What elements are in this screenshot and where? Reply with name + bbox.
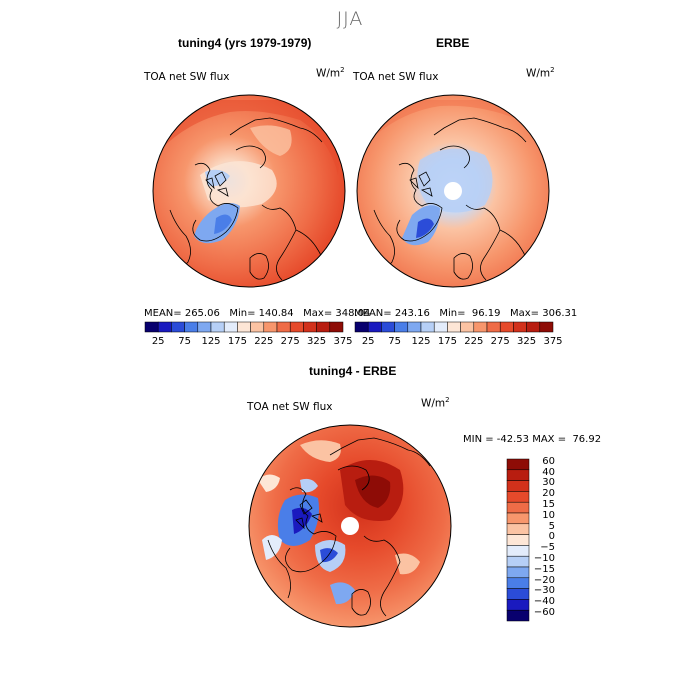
colorbar-swatch xyxy=(354,321,369,333)
panel-title-model: tuning4 (yrs 1979-1979) xyxy=(178,36,312,50)
units-label-obs: W/m2 xyxy=(526,66,555,80)
colorbar-swatch xyxy=(513,321,527,333)
colorbar-obs xyxy=(354,321,554,333)
colorbar-tick-label: 5 xyxy=(548,520,555,532)
colorbar-tick-label: 325 xyxy=(307,336,327,347)
stats-model: MEAN= 265.06 Min= 140.84 Max= 348.04 xyxy=(144,308,371,319)
colorbar-swatch xyxy=(506,491,530,503)
colorbar-tick-label: 30 xyxy=(542,477,555,489)
colorbar-swatch xyxy=(447,321,461,333)
colorbar-tick-label: −20 xyxy=(533,574,555,586)
colorbar-tick-label: 40 xyxy=(542,466,555,478)
colorbar-tick-label: 10 xyxy=(542,509,555,521)
colorbar-tick-label: −30 xyxy=(533,585,555,597)
colorbar-swatch xyxy=(381,321,395,333)
polar-map-model xyxy=(152,94,346,288)
colorbar-tick-label: 20 xyxy=(542,488,555,500)
stats-obs: MEAN= 243.16 Min= 96.19 Max= 306.31 xyxy=(354,308,578,319)
colorbar-swatch xyxy=(250,321,265,333)
colorbar-swatch xyxy=(506,609,530,622)
colorbar-swatch xyxy=(506,534,530,546)
colorbar-tick-label: 75 xyxy=(388,336,401,347)
colorbar-tick-label: 375 xyxy=(333,336,353,347)
colorbar-tick-label: 225 xyxy=(464,336,484,347)
colorbar-swatch xyxy=(157,321,172,333)
colorbar-swatch xyxy=(289,321,304,333)
colorbar-tick-label: 25 xyxy=(151,336,165,347)
units-label-diff: W/m2 xyxy=(421,396,450,410)
colorbar-model xyxy=(144,321,344,333)
colorbar-swatch xyxy=(506,480,530,492)
colorbar-swatch xyxy=(506,555,530,568)
panel-title-obs: ERBE xyxy=(436,36,470,50)
colorbar-diff xyxy=(506,458,530,622)
colorbar-tick-label: 125 xyxy=(201,336,221,347)
polar-map-obs xyxy=(356,94,550,288)
colorbar-swatch xyxy=(506,512,530,525)
panel-title-diff: tuning4 - ERBE xyxy=(309,364,397,378)
colorbar-swatch xyxy=(144,321,159,333)
colorbar-swatch xyxy=(276,321,291,333)
colorbar-swatch xyxy=(506,599,530,611)
colorbar-swatch xyxy=(486,321,501,333)
units-label-model: W/m2 xyxy=(316,66,345,80)
colorbar-tick-label: 225 xyxy=(254,336,274,347)
variable-label-diff: TOA net SW flux xyxy=(247,401,333,413)
stats-diff: MIN = -42.53 MAX = 76.92 xyxy=(463,434,602,445)
colorbar-swatch xyxy=(210,321,225,333)
colorbar-tick-label: 375 xyxy=(543,336,563,347)
colorbar-tick-label: 25 xyxy=(361,336,375,347)
colorbar-swatch xyxy=(237,321,251,333)
colorbar-swatch xyxy=(506,566,530,579)
colorbar-tick-label: −40 xyxy=(533,596,555,608)
colorbar-swatch xyxy=(539,321,554,333)
colorbar-swatch xyxy=(433,321,448,333)
colorbar-swatch xyxy=(184,321,199,333)
colorbar-swatch xyxy=(506,458,530,471)
colorbar-tick-label: 275 xyxy=(490,336,510,347)
colorbar-tick-label: −60 xyxy=(533,607,555,618)
colorbar-swatch xyxy=(329,321,344,333)
colorbar-tick-label: 325 xyxy=(517,336,537,347)
colorbar-swatch xyxy=(506,501,530,514)
colorbar-swatch xyxy=(460,321,475,333)
colorbar-swatch xyxy=(506,577,530,589)
colorbar-tick-label: 15 xyxy=(542,499,555,510)
colorbar-swatch xyxy=(197,321,212,333)
colorbar-tick-label: 275 xyxy=(280,336,300,347)
colorbar-swatch xyxy=(316,321,331,333)
colorbar-swatch xyxy=(394,321,409,333)
colorbar-swatch xyxy=(303,321,317,333)
colorbar-tick-label: 175 xyxy=(437,336,457,347)
colorbar-swatch xyxy=(506,588,530,600)
colorbar-swatch xyxy=(407,321,422,333)
colorbar-swatch xyxy=(506,523,530,535)
polar-map-diff xyxy=(248,424,452,628)
colorbar-tick-label: 75 xyxy=(178,336,191,347)
colorbar-tick-label: −5 xyxy=(540,542,555,554)
colorbar-swatch xyxy=(171,321,185,333)
colorbar-tick-label: 175 xyxy=(227,336,247,347)
colorbar-swatch xyxy=(499,321,514,333)
colorbar-swatch xyxy=(223,321,238,333)
colorbar-swatch xyxy=(506,469,530,481)
figure-title: JJA xyxy=(336,8,364,30)
colorbar-swatch xyxy=(263,321,278,333)
colorbar-swatch xyxy=(473,321,488,333)
colorbar-tick-label: 0 xyxy=(548,531,555,543)
colorbar-swatch xyxy=(526,321,541,333)
colorbar-tick-label: 125 xyxy=(411,336,431,347)
colorbar-tick-label: −15 xyxy=(533,563,555,575)
colorbar-swatch xyxy=(420,321,435,333)
colorbar-swatch xyxy=(367,321,382,333)
colorbar-tick-label: 60 xyxy=(542,455,555,467)
colorbar-swatch xyxy=(506,545,530,557)
colorbar-tick-label: −10 xyxy=(533,553,555,564)
variable-label-obs: TOA net SW flux xyxy=(353,71,439,83)
variable-label-model: TOA net SW flux xyxy=(144,71,230,83)
